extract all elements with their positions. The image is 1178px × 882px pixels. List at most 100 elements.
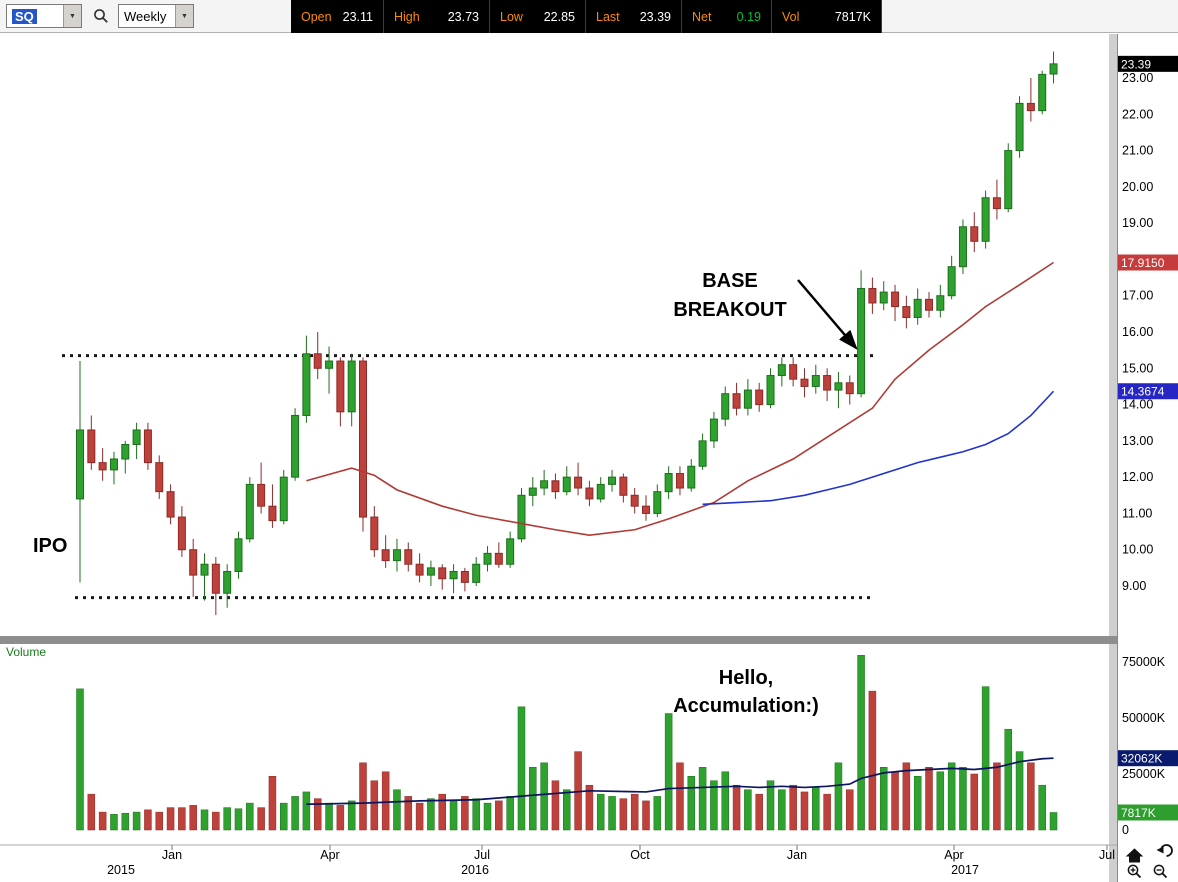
symbol-input[interactable]: SQ ▼ xyxy=(6,4,82,28)
volume-bar xyxy=(789,784,797,831)
candle-body xyxy=(868,287,877,304)
annotations[interactable] xyxy=(797,279,858,350)
volume-bar xyxy=(223,807,231,831)
candle-body xyxy=(472,563,481,583)
svg-text:32062K: 32062K xyxy=(1121,752,1162,766)
volume-bar xyxy=(166,807,175,831)
zoom-in-icon[interactable] xyxy=(1127,864,1142,879)
candle-body xyxy=(143,429,152,464)
pane-divider[interactable] xyxy=(0,636,1117,644)
volume-bar xyxy=(619,798,628,831)
svg-text:0: 0 xyxy=(1122,823,1129,837)
candle-body xyxy=(732,393,741,409)
candle-body xyxy=(970,226,979,242)
candle-body xyxy=(109,458,118,471)
volume-bar xyxy=(178,807,186,831)
volume-bar xyxy=(981,686,990,831)
candle-body xyxy=(1038,73,1047,112)
candle-body xyxy=(528,487,537,496)
volume-bar xyxy=(529,767,537,831)
candle-body xyxy=(619,476,628,496)
candle-body xyxy=(789,364,798,380)
volume-bar xyxy=(110,814,118,831)
volume-bar xyxy=(857,655,865,831)
candle-body xyxy=(1049,63,1058,75)
volume-bar xyxy=(721,771,729,831)
volume-bar xyxy=(370,780,379,831)
symbol-search-button[interactable] xyxy=(90,5,112,27)
candle-body xyxy=(755,389,764,406)
volume-bar xyxy=(246,802,254,831)
svg-text:50000K: 50000K xyxy=(1122,711,1166,725)
candle-body xyxy=(76,429,84,500)
toolbar: SQ ▼ Weekly ▼ Open 23.11 High 23.73 Low 22.85… xyxy=(0,0,1178,33)
candlesticks xyxy=(76,51,1058,616)
zoom-out-icon[interactable] xyxy=(1153,864,1168,879)
volume-bar xyxy=(778,789,786,831)
svg-text:23.39: 23.39 xyxy=(1121,57,1151,71)
volume-bar xyxy=(325,802,333,831)
quote-label: Low xyxy=(500,9,523,24)
quote-vol: Vol 7817K xyxy=(772,0,882,33)
volume-bar xyxy=(438,793,446,831)
blue-ma-line[interactable] xyxy=(702,390,1055,506)
volume-bar xyxy=(132,811,141,831)
volume-bar xyxy=(1027,762,1035,831)
quote-label: Last xyxy=(596,9,620,24)
volume-bar xyxy=(415,802,424,831)
candle-body xyxy=(596,483,605,500)
red-ma-line[interactable] xyxy=(306,261,1054,537)
candle-body xyxy=(845,382,854,395)
volume-bar xyxy=(359,762,367,831)
candle-body xyxy=(211,563,220,594)
volume-bar xyxy=(834,762,843,831)
home-icon[interactable] xyxy=(1125,848,1144,863)
volume-bar xyxy=(291,796,299,831)
symbol-dropdown-button[interactable]: ▼ xyxy=(63,5,81,27)
volume-bar xyxy=(1049,812,1058,831)
svg-text:21.00: 21.00 xyxy=(1122,144,1153,158)
timeframe-text: Weekly xyxy=(124,8,167,24)
volume-bar xyxy=(902,762,911,831)
breakout-arrow[interactable] xyxy=(797,279,858,350)
svg-text:15.00: 15.00 xyxy=(1122,361,1153,375)
candle-body xyxy=(777,364,786,377)
timeframe-select[interactable]: Weekly ▼ xyxy=(118,4,194,28)
volume-bar xyxy=(732,784,741,831)
quote-strip: Open 23.11 High 23.73 Low 22.85 Last 23.39 Net 0.… xyxy=(291,0,882,33)
scroll-strip[interactable] xyxy=(1109,34,1117,882)
svg-text:13.00: 13.00 xyxy=(1122,434,1153,448)
volume-bar xyxy=(189,805,197,831)
candle-body xyxy=(574,476,583,489)
candle-body xyxy=(913,298,922,318)
volume-bar xyxy=(744,789,752,831)
candle-body xyxy=(257,483,266,507)
candle-body xyxy=(234,538,243,572)
candle-body xyxy=(698,440,707,467)
quote-last: Last 23.39 xyxy=(586,0,682,33)
volume-bar xyxy=(698,767,707,831)
quote-label: Open xyxy=(301,9,332,24)
svg-text:12.00: 12.00 xyxy=(1122,470,1153,484)
undo-icon-head[interactable] xyxy=(1156,846,1164,854)
candle-body xyxy=(483,552,492,565)
volume-bar xyxy=(1004,728,1012,831)
volume-bar xyxy=(891,771,899,831)
volume-bar xyxy=(812,787,820,831)
volume-bar xyxy=(630,793,639,831)
quote-value: 7817K xyxy=(834,9,871,24)
candle-body xyxy=(121,443,130,460)
candle-body xyxy=(279,476,288,522)
volume-bar xyxy=(144,809,152,831)
candle-body xyxy=(664,473,673,493)
timeframe-dropdown-button[interactable]: ▼ xyxy=(175,5,193,27)
candle-body xyxy=(177,516,186,551)
candle-body xyxy=(415,563,424,576)
candle-body xyxy=(879,291,888,304)
chevron-down-icon: ▼ xyxy=(181,12,188,20)
quote-low: Low 22.85 xyxy=(490,0,586,33)
svg-text:9.00: 9.00 xyxy=(1122,579,1146,593)
svg-text:23.00: 23.00 xyxy=(1122,71,1153,85)
